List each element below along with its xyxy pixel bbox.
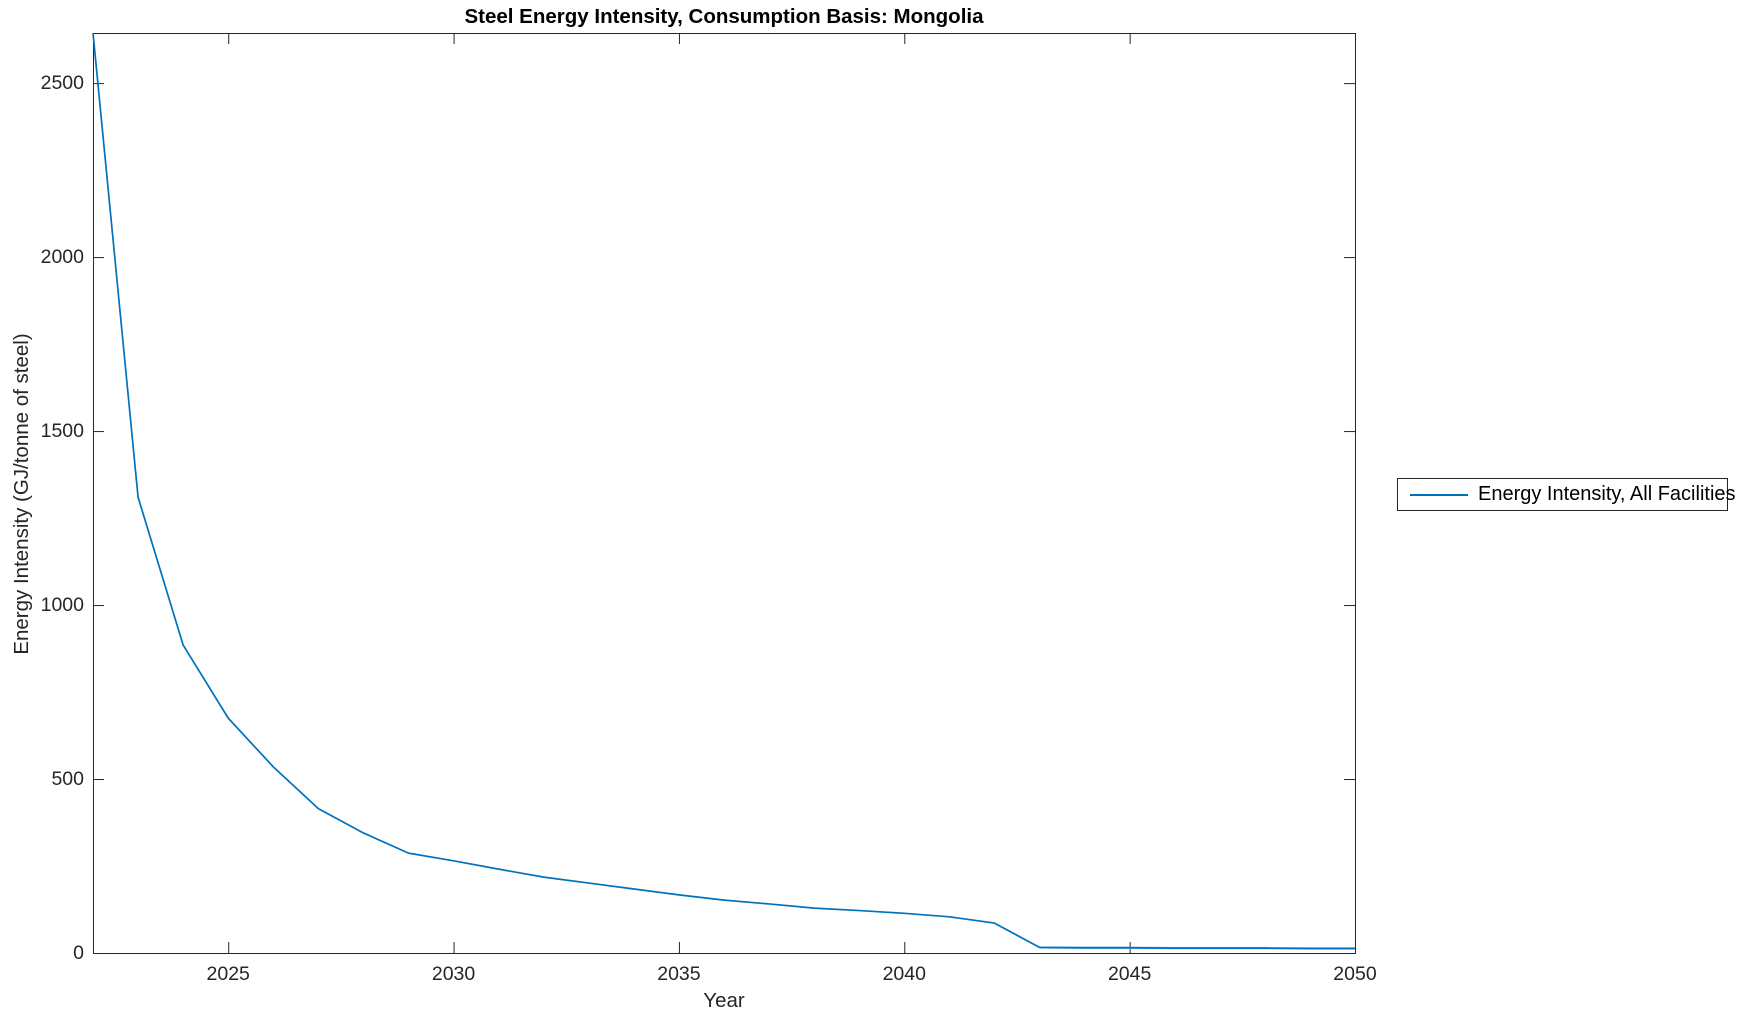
y-axis-label: Energy Intensity (GJ/tonne of steel) bbox=[10, 333, 33, 655]
x-tick-label: 2025 bbox=[206, 963, 250, 985]
x-tick-label: 2035 bbox=[657, 963, 701, 985]
y-tick-label: 1000 bbox=[40, 594, 84, 617]
y-tick-label: 1500 bbox=[40, 420, 84, 443]
x-tick-label: 2045 bbox=[1107, 963, 1152, 985]
legend-label: Energy Intensity, All Facilities bbox=[1478, 483, 1736, 505]
x-axis-label: Year bbox=[703, 989, 745, 1012]
x-tick-label: 2030 bbox=[431, 963, 476, 985]
legend: Energy Intensity, All Facilities bbox=[1397, 478, 1736, 511]
legend-line-sample-icon bbox=[1410, 493, 1468, 496]
chart-title: Steel Energy Intensity, Consumption Basi… bbox=[464, 5, 984, 28]
y-tick-label: 0 bbox=[73, 942, 84, 964]
y-tick-label: 500 bbox=[51, 768, 84, 791]
x-tick-label: 2040 bbox=[882, 963, 926, 985]
x-tick-label: 2050 bbox=[1333, 963, 1377, 985]
y-tick-label: 2000 bbox=[40, 246, 84, 269]
y-tick-label: 2500 bbox=[40, 72, 84, 95]
